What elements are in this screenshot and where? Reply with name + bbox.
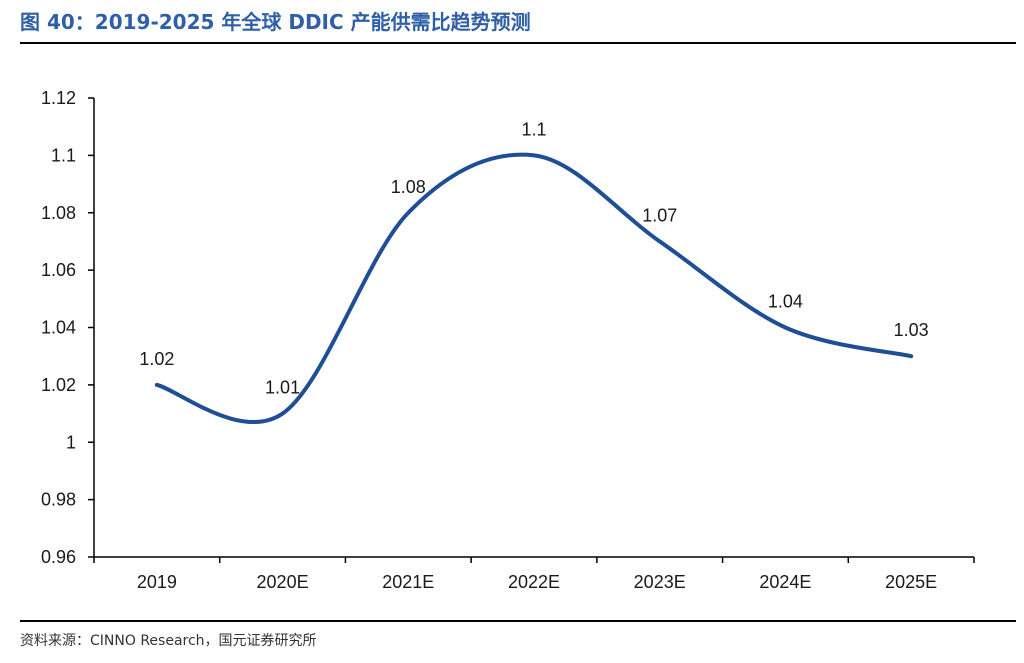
- data-label: 1.07: [642, 205, 677, 225]
- y-tick-label: 1: [66, 432, 76, 452]
- x-axis: 2019 2020E 2021E 2022E 2023E 2024E 2025E: [93, 556, 975, 592]
- y-tick-label: 1.04: [41, 318, 76, 338]
- data-label: 1.08: [391, 177, 426, 197]
- y-tick-label: 1.02: [41, 375, 76, 395]
- source-rule: [20, 620, 1016, 622]
- data-label: 1.03: [894, 320, 929, 340]
- y-axis: 0.96 0.98 1 1.02 1.04 1.06 1.08 1.1 1.12: [41, 88, 95, 567]
- data-point: [658, 239, 662, 243]
- data-point: [155, 383, 159, 387]
- data-point: [406, 211, 410, 215]
- data-labels: 1.02 1.01 1.08 1.1 1.07 1.04 1.03: [139, 119, 928, 397]
- y-tick-label: 0.96: [41, 547, 76, 567]
- series-group: [154, 152, 914, 425]
- data-label: 1.01: [265, 378, 300, 398]
- x-tick-label: 2025E: [885, 572, 937, 592]
- figure-title: 图 40：2019-2025 年全球 DDIC 产能供需比趋势预测: [20, 10, 531, 34]
- title-rule: [20, 42, 1016, 44]
- data-point: [532, 153, 536, 157]
- x-tick-label: 2024E: [759, 572, 811, 592]
- series-line: [154, 152, 914, 425]
- data-point: [783, 326, 787, 330]
- y-tick-label: 1.06: [41, 260, 76, 280]
- x-tick-label: 2019: [137, 572, 177, 592]
- data-label: 1.04: [768, 292, 803, 312]
- data-point: [909, 354, 913, 358]
- y-tick-label: 0.98: [41, 490, 76, 510]
- y-tick-label: 1.08: [41, 203, 76, 223]
- x-tick-label: 2020E: [257, 572, 309, 592]
- y-tick-label: 1.12: [41, 88, 76, 108]
- chart-container: 0.96 0.98 1 1.02 1.04 1.06 1.08 1.1 1.12 2019 202…: [0, 44, 1024, 620]
- data-label: 1.02: [139, 349, 174, 369]
- x-tick-label: 2022E: [508, 572, 560, 592]
- x-tick-label: 2023E: [634, 572, 686, 592]
- y-tick-label: 1.1: [51, 145, 76, 165]
- x-tick-label: 2021E: [382, 572, 434, 592]
- data-label: 1.1: [521, 119, 546, 139]
- data-point: [281, 412, 285, 416]
- line-chart: 0.96 0.98 1 1.02 1.04 1.06 1.08 1.1 1.12 2019 202…: [41, 88, 975, 592]
- source-note: 资料来源：CINNO Research，国元证券研究所: [20, 633, 317, 649]
